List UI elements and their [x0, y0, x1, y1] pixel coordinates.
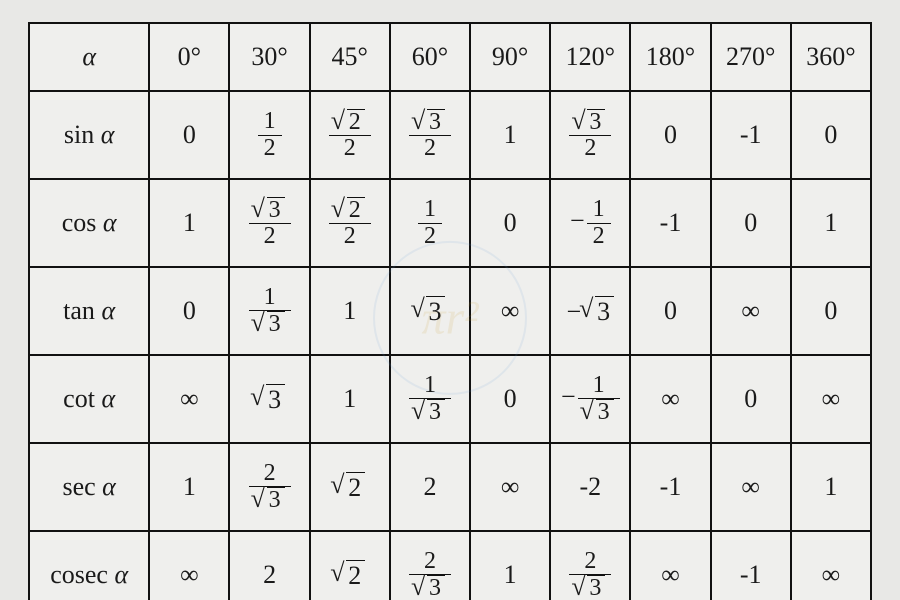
col-header: 45°: [310, 23, 390, 91]
value-cell: 1: [791, 179, 871, 267]
row-label: cosec α: [29, 531, 149, 600]
value-cell: 0: [791, 267, 871, 355]
col-header: 90°: [470, 23, 550, 91]
value-cell: ∞: [470, 267, 550, 355]
value-cell: -2: [550, 443, 630, 531]
value-cell: -1: [711, 91, 791, 179]
value-cell: 0: [149, 91, 229, 179]
value-cell: 0: [470, 179, 550, 267]
value-cell: ∞: [711, 443, 791, 531]
table-row: sec α12322∞-2-1∞1: [29, 443, 871, 531]
value-cell: 2: [310, 443, 390, 531]
value-cell: 0: [630, 91, 710, 179]
value-cell: 22: [310, 179, 390, 267]
value-cell: 0: [711, 179, 791, 267]
value-cell: 2: [229, 531, 309, 600]
value-cell: 22: [310, 91, 390, 179]
value-cell: 32: [229, 179, 309, 267]
value-cell: 32: [550, 91, 630, 179]
value-cell: ∞: [630, 355, 710, 443]
value-cell: 3: [229, 355, 309, 443]
value-cell: ∞: [470, 443, 550, 531]
value-cell: 1: [149, 179, 229, 267]
table-body: α0°30°45°60°90°120°180°270°360°sin α0122…: [29, 23, 871, 600]
table-row: cosec α∞2223123∞-1∞: [29, 531, 871, 600]
value-cell: ∞: [791, 355, 871, 443]
trig-table-container: πr² α0°30°45°60°90°120°180°270°360°sin α…: [28, 22, 872, 600]
col-header: α: [29, 23, 149, 91]
value-cell: −3: [550, 267, 630, 355]
value-cell: 0: [791, 91, 871, 179]
value-cell: ∞: [791, 531, 871, 600]
row-label: sin α: [29, 91, 149, 179]
table-header-row: α0°30°45°60°90°120°180°270°360°: [29, 23, 871, 91]
row-label: sec α: [29, 443, 149, 531]
col-header: 0°: [149, 23, 229, 91]
row-label: cot α: [29, 355, 149, 443]
value-cell: 0: [470, 355, 550, 443]
row-label: tan α: [29, 267, 149, 355]
value-cell: −13: [550, 355, 630, 443]
value-cell: 12: [229, 91, 309, 179]
value-cell: ∞: [149, 531, 229, 600]
value-cell: 1: [470, 531, 550, 600]
col-header: 180°: [630, 23, 710, 91]
col-header: 270°: [711, 23, 791, 91]
value-cell: 13: [390, 355, 470, 443]
col-header: 30°: [229, 23, 309, 91]
table-row: sin α01222321320-10: [29, 91, 871, 179]
value-cell: 13: [229, 267, 309, 355]
col-header: 360°: [791, 23, 871, 91]
value-cell: ∞: [630, 531, 710, 600]
value-cell: -1: [630, 443, 710, 531]
row-label: cos α: [29, 179, 149, 267]
value-cell: -1: [711, 531, 791, 600]
value-cell: 1: [310, 355, 390, 443]
trig-values-table: α0°30°45°60°90°120°180°270°360°sin α0122…: [28, 22, 872, 600]
value-cell: 0: [149, 267, 229, 355]
value-cell: ∞: [149, 355, 229, 443]
table-row: tan α01313∞−30∞0: [29, 267, 871, 355]
value-cell: 12: [390, 179, 470, 267]
value-cell: 23: [390, 531, 470, 600]
value-cell: 1: [791, 443, 871, 531]
value-cell: ∞: [711, 267, 791, 355]
value-cell: 3: [390, 267, 470, 355]
value-cell: 1: [149, 443, 229, 531]
value-cell: 32: [390, 91, 470, 179]
value-cell: -1: [630, 179, 710, 267]
value-cell: 0: [711, 355, 791, 443]
value-cell: 2: [390, 443, 470, 531]
col-header: 60°: [390, 23, 470, 91]
value-cell: 23: [550, 531, 630, 600]
value-cell: −12: [550, 179, 630, 267]
value-cell: 1: [310, 267, 390, 355]
value-cell: 0: [630, 267, 710, 355]
value-cell: 23: [229, 443, 309, 531]
table-row: cos α13222120−12-101: [29, 179, 871, 267]
value-cell: 1: [470, 91, 550, 179]
table-row: cot α∞31130−13∞0∞: [29, 355, 871, 443]
col-header: 120°: [550, 23, 630, 91]
value-cell: 2: [310, 531, 390, 600]
